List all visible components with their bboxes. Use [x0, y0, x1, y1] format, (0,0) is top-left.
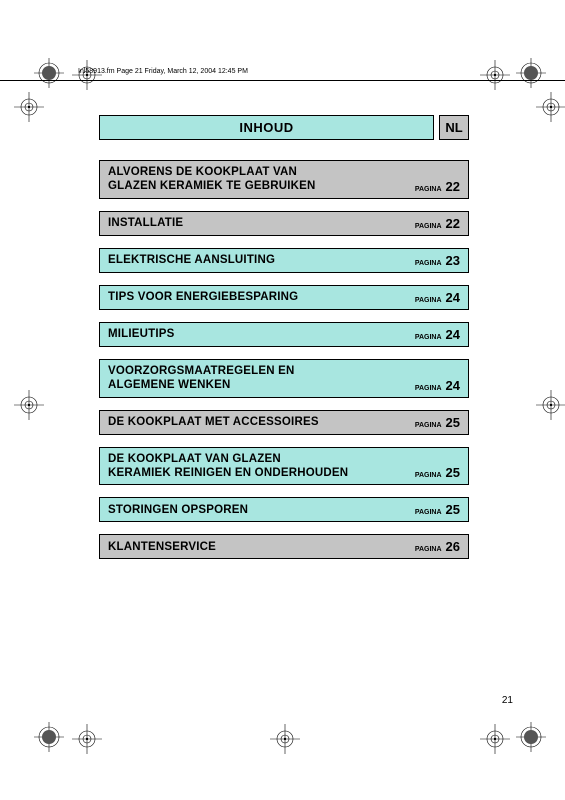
toc-page-label: PAGINA	[415, 385, 442, 392]
registration-cross-icon	[14, 390, 44, 420]
toc-page-label: PAGINA	[415, 422, 442, 429]
toc-title: ALVORENS DE KOOKPLAAT VANGLAZEN KERAMIEK…	[108, 165, 316, 194]
registration-cross-icon	[480, 724, 510, 754]
toc-title: DE KOOKPLAAT VAN GLAZENKERAMIEK REINIGEN…	[108, 452, 348, 481]
toc-page-ref: PAGINA 25	[415, 465, 460, 480]
toc-page-ref: PAGINA 24	[415, 290, 460, 305]
registration-dot-icon	[34, 58, 64, 88]
toc-page-number: 25	[446, 415, 460, 430]
toc-page-label: PAGINA	[415, 260, 442, 267]
toc-page-label: PAGINA	[415, 509, 442, 516]
toc-page-label: PAGINA	[415, 223, 442, 230]
registration-dot-icon	[34, 722, 64, 752]
toc-row: INSTALLATIE PAGINA 22	[99, 211, 469, 236]
toc-page-ref: PAGINA 24	[415, 378, 460, 393]
toc-page-number: 24	[446, 290, 460, 305]
toc-page-number: 25	[446, 502, 460, 517]
page-number: 21	[502, 695, 513, 706]
toc-page-number: 23	[446, 253, 460, 268]
registration-dot-icon	[516, 58, 546, 88]
toc-title: MILIEUTIPS	[108, 327, 175, 341]
toc-title: TIPS VOOR ENERGIEBESPARING	[108, 290, 298, 304]
toc-page-label: PAGINA	[415, 334, 442, 341]
toc-page-number: 26	[446, 539, 460, 554]
toc-row: STORINGEN OPSPOREN PAGINA 25	[99, 497, 469, 522]
toc-page-ref: PAGINA 22	[415, 216, 460, 231]
toc-page-number: 22	[446, 179, 460, 194]
toc-container: ALVORENS DE KOOKPLAAT VANGLAZEN KERAMIEK…	[99, 160, 469, 559]
toc-page-number: 24	[446, 378, 460, 393]
registration-cross-icon	[480, 60, 510, 90]
toc-title: INSTALLATIE	[108, 216, 183, 230]
toc-page-label: PAGINA	[415, 546, 442, 553]
registration-cross-icon	[72, 724, 102, 754]
header-title: INHOUD	[99, 115, 434, 140]
toc-title: KLANTENSERVICE	[108, 540, 216, 554]
toc-page-ref: PAGINA 25	[415, 502, 460, 517]
registration-dot-icon	[516, 722, 546, 752]
toc-page-ref: PAGINA 26	[415, 539, 460, 554]
header-lang-badge: NL	[439, 115, 469, 140]
toc-page-ref: PAGINA 24	[415, 327, 460, 342]
toc-row: DE KOOKPLAAT VAN GLAZENKERAMIEK REINIGEN…	[99, 447, 469, 486]
content-area: INHOUD NL ALVORENS DE KOOKPLAAT VANGLAZE…	[99, 115, 469, 571]
toc-page-ref: PAGINA 23	[415, 253, 460, 268]
toc-row: VOORZORGSMAATREGELEN ENALGEMENE WENKEN PA…	[99, 359, 469, 398]
toc-row: TIPS VOOR ENERGIEBESPARING PAGINA 24	[99, 285, 469, 310]
toc-page-number: 25	[446, 465, 460, 480]
header-row: INHOUD NL	[99, 115, 469, 140]
toc-page-number: 24	[446, 327, 460, 342]
registration-cross-icon	[270, 724, 300, 754]
toc-row: ELEKTRISCHE AANSLUITING PAGINA 23	[99, 248, 469, 273]
toc-page-ref: PAGINA 25	[415, 415, 460, 430]
registration-cross-icon	[72, 60, 102, 90]
toc-title: ELEKTRISCHE AANSLUITING	[108, 253, 275, 267]
toc-page-label: PAGINA	[415, 472, 442, 479]
registration-cross-icon	[536, 390, 565, 420]
toc-page-label: PAGINA	[415, 186, 442, 193]
toc-row: MILIEUTIPS PAGINA 24	[99, 322, 469, 347]
toc-page-ref: PAGINA 22	[415, 179, 460, 194]
registration-cross-icon	[14, 92, 44, 122]
print-info: Inl58913.fm Page 21 Friday, March 12, 20…	[78, 68, 248, 75]
toc-row: ALVORENS DE KOOKPLAAT VANGLAZEN KERAMIEK…	[99, 160, 469, 199]
registration-cross-icon	[536, 92, 565, 122]
toc-row: KLANTENSERVICE PAGINA 26	[99, 534, 469, 559]
toc-page-label: PAGINA	[415, 297, 442, 304]
toc-row: DE KOOKPLAAT MET ACCESSOIRES PAGINA 25	[99, 410, 469, 435]
toc-title: DE KOOKPLAAT MET ACCESSOIRES	[108, 415, 319, 429]
toc-title: VOORZORGSMAATREGELEN ENALGEMENE WENKEN	[108, 364, 294, 393]
toc-title: STORINGEN OPSPOREN	[108, 503, 248, 517]
toc-page-number: 22	[446, 216, 460, 231]
